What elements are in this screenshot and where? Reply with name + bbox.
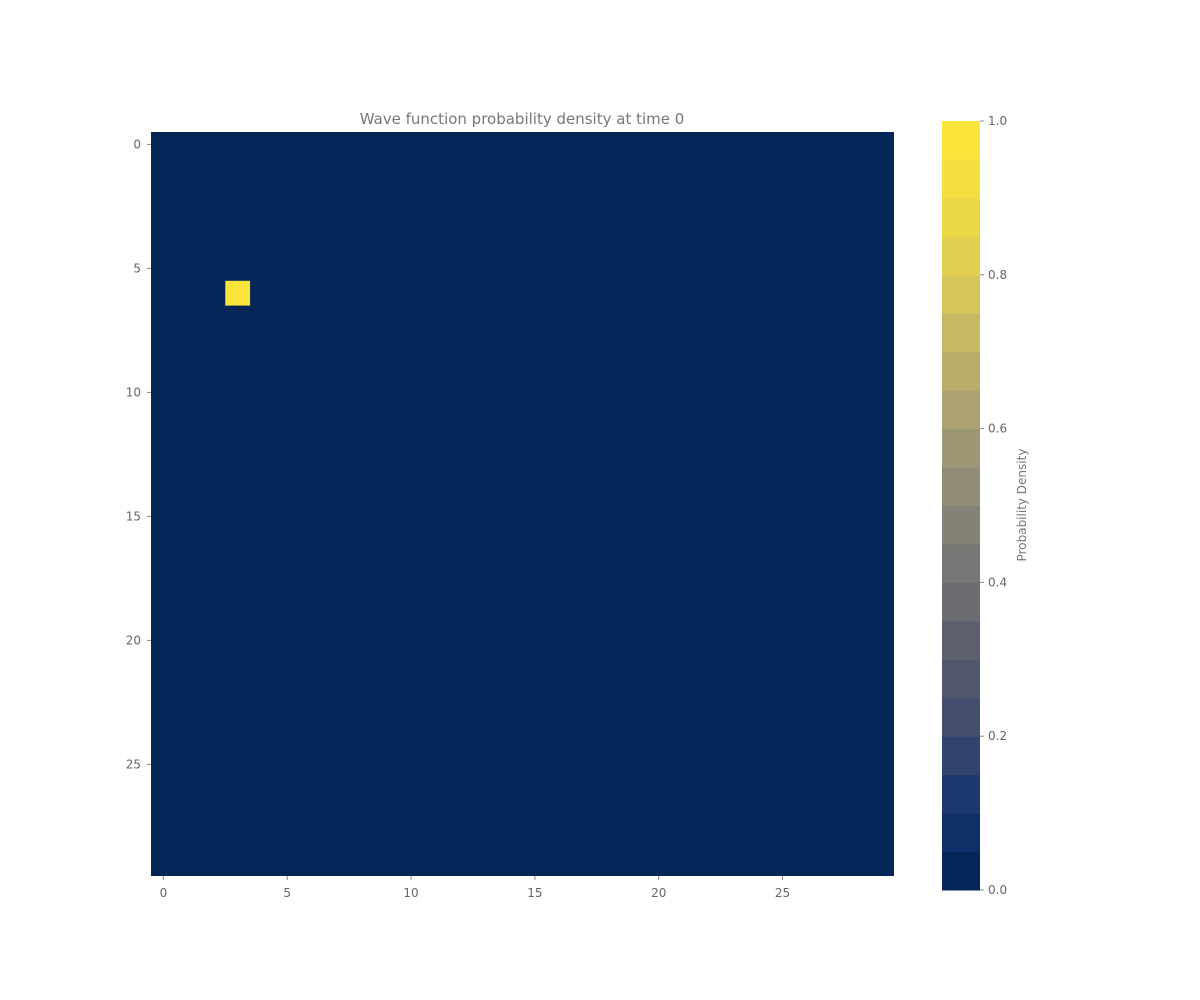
colorbar-segment-1	[942, 813, 980, 853]
y-tick-label-20: 20	[126, 633, 141, 647]
y-tick-label-15: 15	[126, 509, 141, 523]
colorbar-tick-label-0.2: 0.2	[988, 729, 1007, 743]
colorbar-segment-19	[942, 121, 980, 160]
x-tick-label-20: 20	[651, 886, 666, 900]
colorbar-segment-11	[942, 428, 980, 468]
colorbar-segment-7	[942, 582, 980, 622]
x-tick-label-15: 15	[527, 886, 542, 900]
colorbar-segment-4	[942, 697, 980, 737]
colorbar: 0.0 0.2 0.4 0.6 0.8 1.0	[942, 114, 1007, 897]
x-tick-label-5: 5	[283, 886, 291, 900]
heatmap-plot-area	[151, 132, 894, 876]
colorbar-segment-0	[942, 851, 980, 891]
colorbar-tick-label-0.4: 0.4	[988, 575, 1007, 589]
y-tick-label-0: 0	[133, 137, 141, 151]
colorbar-segment-9	[942, 505, 980, 545]
colorbar-segment-15	[942, 274, 980, 314]
x-axis: 0 5 10 15 20 25	[160, 876, 790, 900]
colorbar-tick-label-1.0: 1.0	[988, 114, 1007, 128]
colorbar-segment-12	[942, 390, 980, 430]
colorbar-segment-16	[942, 236, 980, 276]
colorbar-tick-label-0.6: 0.6	[988, 422, 1007, 436]
colorbar-segment-14	[942, 313, 980, 353]
colorbar-segment-18	[942, 159, 980, 199]
x-tick-label-10: 10	[403, 886, 418, 900]
y-tick-label-5: 5	[133, 261, 141, 275]
colorbar-segment-13	[942, 351, 980, 391]
y-tick-label-10: 10	[126, 385, 141, 399]
chart-title: Wave function probability density at tim…	[360, 110, 685, 128]
y-tick-label-25: 25	[126, 757, 141, 771]
y-axis: 0 5 10 15 20 25	[126, 137, 151, 771]
heatmap-cell-peak-0	[225, 280, 251, 306]
heatmap-background	[151, 132, 894, 876]
colorbar-tick-label-0.0: 0.0	[988, 883, 1007, 897]
colorbar-segment-17	[942, 197, 980, 237]
colorbar-segment-10	[942, 467, 980, 506]
colorbar-segment-2	[942, 774, 980, 814]
colorbar-segment-5	[942, 659, 980, 699]
colorbar-label: Probability Density	[1015, 449, 1029, 562]
colorbar-segment-8	[942, 543, 980, 583]
x-tick-label-25: 25	[775, 886, 790, 900]
x-tick-label-0: 0	[160, 886, 168, 900]
colorbar-tick-label-0.8: 0.8	[988, 268, 1007, 282]
colorbar-segment-3	[942, 736, 980, 776]
colorbar-segment-6	[942, 620, 980, 660]
